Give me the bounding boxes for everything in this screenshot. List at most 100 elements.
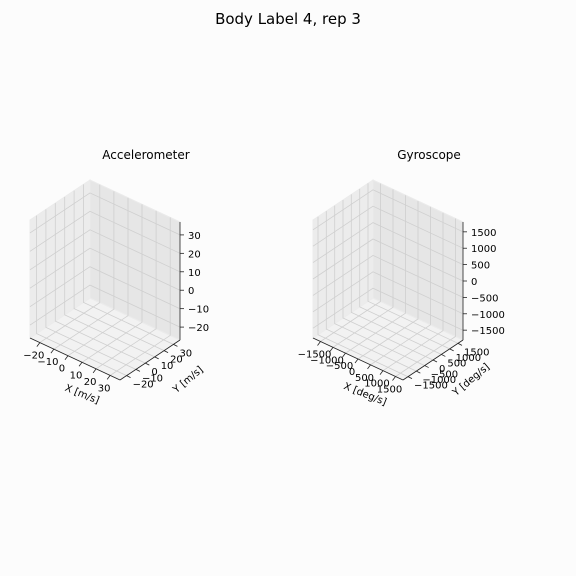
gyroscope-x-tick — [379, 370, 384, 375]
gyroscope-title: Gyroscope — [397, 148, 461, 162]
accelerometer-x-tick — [36, 342, 41, 347]
accelerometer-y-axis-label: Y [m/s] — [171, 364, 206, 396]
gyroscope-x-tick — [392, 376, 396, 381]
gyroscope-x-tick-label: −1500 — [298, 350, 332, 361]
gyroscope-x-tick-label: 0 — [349, 367, 355, 378]
gyroscope-grid-x — [370, 206, 431, 366]
accelerometer-y-tick — [135, 369, 141, 372]
gyroscope-y-tick — [432, 359, 438, 363]
accelerometer-x-tick-label: 20 — [84, 377, 97, 388]
accelerometer-grid-z — [29, 210, 181, 254]
accelerometer-x-tick — [78, 362, 83, 367]
accelerometer-y-tick-label: 0 — [151, 367, 157, 378]
accelerometer-x-tick — [50, 348, 55, 354]
gyroscope-x-tick — [342, 352, 346, 358]
gyroscope-grid-y — [367, 183, 459, 344]
gyroscope-y-tick — [441, 354, 446, 357]
accelerometer-grid-x — [67, 197, 129, 357]
gyroscope-y-tick — [457, 342, 463, 346]
accelerometer-y-tick — [145, 362, 150, 366]
gyroscope-y-tick-label: 1500 — [464, 347, 489, 358]
accelerometer-y-tick-label: −10 — [142, 373, 163, 384]
gyroscope-x-tick-label: 500 — [355, 373, 374, 384]
accelerometer-grid-x — [81, 204, 143, 363]
accelerometer-z-tick-label: −20 — [188, 323, 209, 334]
gyroscope-z-tick-label: 1000 — [471, 244, 496, 255]
gyroscope-grid-x — [320, 183, 381, 342]
accelerometer-y-tick — [173, 344, 178, 347]
gyroscope-x-tick — [317, 341, 321, 346]
accelerometer-x-tick-label: −10 — [37, 357, 58, 368]
gyroscope-y-tick — [416, 370, 421, 374]
gyroscope-z-tick-label: 1500 — [471, 228, 496, 239]
gyroscope-grid-y — [317, 216, 409, 378]
gyroscope-grid-z — [312, 254, 464, 298]
gyroscope-y-tick — [424, 365, 429, 368]
gyroscope-x-tick-label: 1500 — [377, 385, 402, 396]
gyroscope-y-tick-label: 1000 — [456, 353, 481, 364]
gyroscope-grid-z — [312, 189, 464, 233]
accelerometer-z-tick-label: 30 — [188, 231, 201, 242]
gyroscope-grid-y — [350, 194, 442, 355]
gyroscope-z-tick-label: −500 — [471, 293, 498, 304]
accelerometer-grid-x — [53, 191, 115, 350]
accelerometer-y-tick-label: 10 — [161, 361, 174, 372]
gyroscope-grid-z — [312, 271, 464, 315]
accelerometer-title: Accelerometer — [102, 148, 189, 162]
gyroscope-x-tick-label: −500 — [326, 361, 353, 372]
gyroscope-grid-y — [334, 205, 425, 366]
gyroscope-grid-x — [357, 201, 419, 360]
gyroscope-y-tick-label: −1000 — [422, 375, 456, 386]
accelerometer-z-tick-label: −10 — [188, 305, 209, 316]
accelerometer-grid-x — [109, 217, 171, 376]
accelerometer-grid-z — [29, 266, 181, 310]
accelerometer-y-tick-label: 20 — [170, 355, 183, 366]
gyroscope-x-tick — [354, 358, 359, 364]
accelerometer-x-tick-label: 10 — [70, 370, 83, 381]
accelerometer-grid-y — [73, 190, 165, 351]
gyroscope-grid-x — [382, 212, 444, 372]
accelerometer-grid-z — [29, 192, 181, 236]
accelerometer-z-tick-label: 10 — [188, 268, 201, 279]
accelerometer-x-tick — [64, 355, 69, 360]
gyroscope-x-tick-label: 1000 — [364, 379, 389, 390]
gyroscope-grid-y — [325, 211, 417, 372]
gyroscope-z-tick-label: 500 — [471, 261, 490, 272]
accelerometer-grid-x — [39, 184, 101, 343]
gyroscope-y-tick — [407, 376, 413, 380]
accelerometer-x-tick-label: 0 — [59, 364, 65, 375]
accelerometer-grid-y — [45, 209, 137, 370]
accelerometer-x-tick — [92, 368, 97, 374]
accelerometer-y-tick — [163, 350, 169, 353]
accelerometer-grid-y — [83, 184, 174, 345]
gyroscope-y-tick-label: −500 — [431, 370, 458, 381]
accelerometer-grid-y — [64, 196, 155, 358]
accelerometer-z-tick-label: 20 — [188, 249, 201, 260]
accelerometer-x-tick-label: −20 — [23, 351, 44, 362]
gyroscope-z-tick-label: 0 — [471, 277, 477, 288]
gyroscope-grid-x — [345, 195, 406, 354]
accelerometer-x-tick — [106, 375, 111, 380]
gyroscope-x-tick — [329, 347, 334, 352]
gyroscope-y-tick — [449, 348, 454, 352]
accelerometer-grid-y — [54, 203, 146, 364]
accelerometer-x-axis-line — [29, 337, 121, 381]
figure-title: Body Label 4, rep 3 — [215, 10, 361, 28]
gyroscope-grid-y — [359, 188, 450, 350]
accelerometer-y-tick-label: 30 — [179, 348, 192, 359]
gyroscope-grid-y — [342, 200, 434, 361]
accelerometer-x-tick-label: 30 — [98, 383, 111, 394]
accelerometer-grid-z — [29, 229, 181, 273]
gyroscope-grid-z — [312, 238, 464, 282]
gyroscope-grid-x — [395, 218, 456, 377]
gyroscope-grid-z — [312, 287, 464, 331]
accelerometer-y-tick — [126, 375, 131, 378]
gyroscope-y-tick-label: 0 — [439, 364, 445, 375]
gyroscope-grid-z — [312, 205, 464, 249]
gyroscope-x-tick — [367, 364, 371, 370]
accelerometer-grid-y — [36, 215, 127, 376]
accelerometer-y-tick — [154, 356, 159, 360]
